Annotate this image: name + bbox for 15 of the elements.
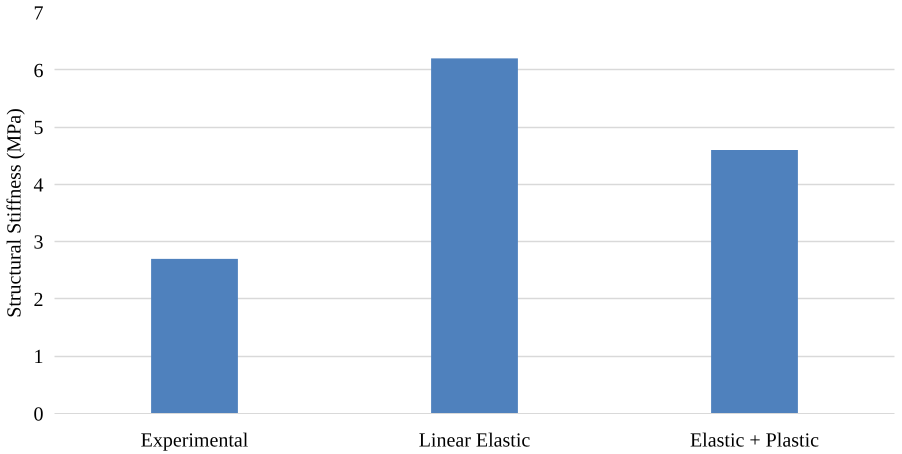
bar: [711, 150, 798, 414]
x-tick-label: Experimental: [140, 430, 249, 452]
bar: [431, 58, 518, 414]
y-tick-label: 2: [34, 288, 44, 311]
y-tick-label: 4: [34, 174, 44, 196]
y-tick-label: 7: [34, 2, 44, 24]
x-tick-label: Elastic + Plastic: [690, 430, 820, 452]
y-axis-title: Structural Stiffness (MPa): [4, 108, 26, 318]
y-tick-label: 0: [34, 404, 44, 426]
x-tick-label: Linear Elastic: [418, 430, 530, 452]
y-tick-label: 5: [34, 117, 44, 140]
y-tick-label: 6: [34, 60, 44, 82]
y-tick-label: 3: [34, 232, 44, 254]
bar: [151, 258, 238, 414]
y-tick-label: 1: [34, 346, 44, 368]
